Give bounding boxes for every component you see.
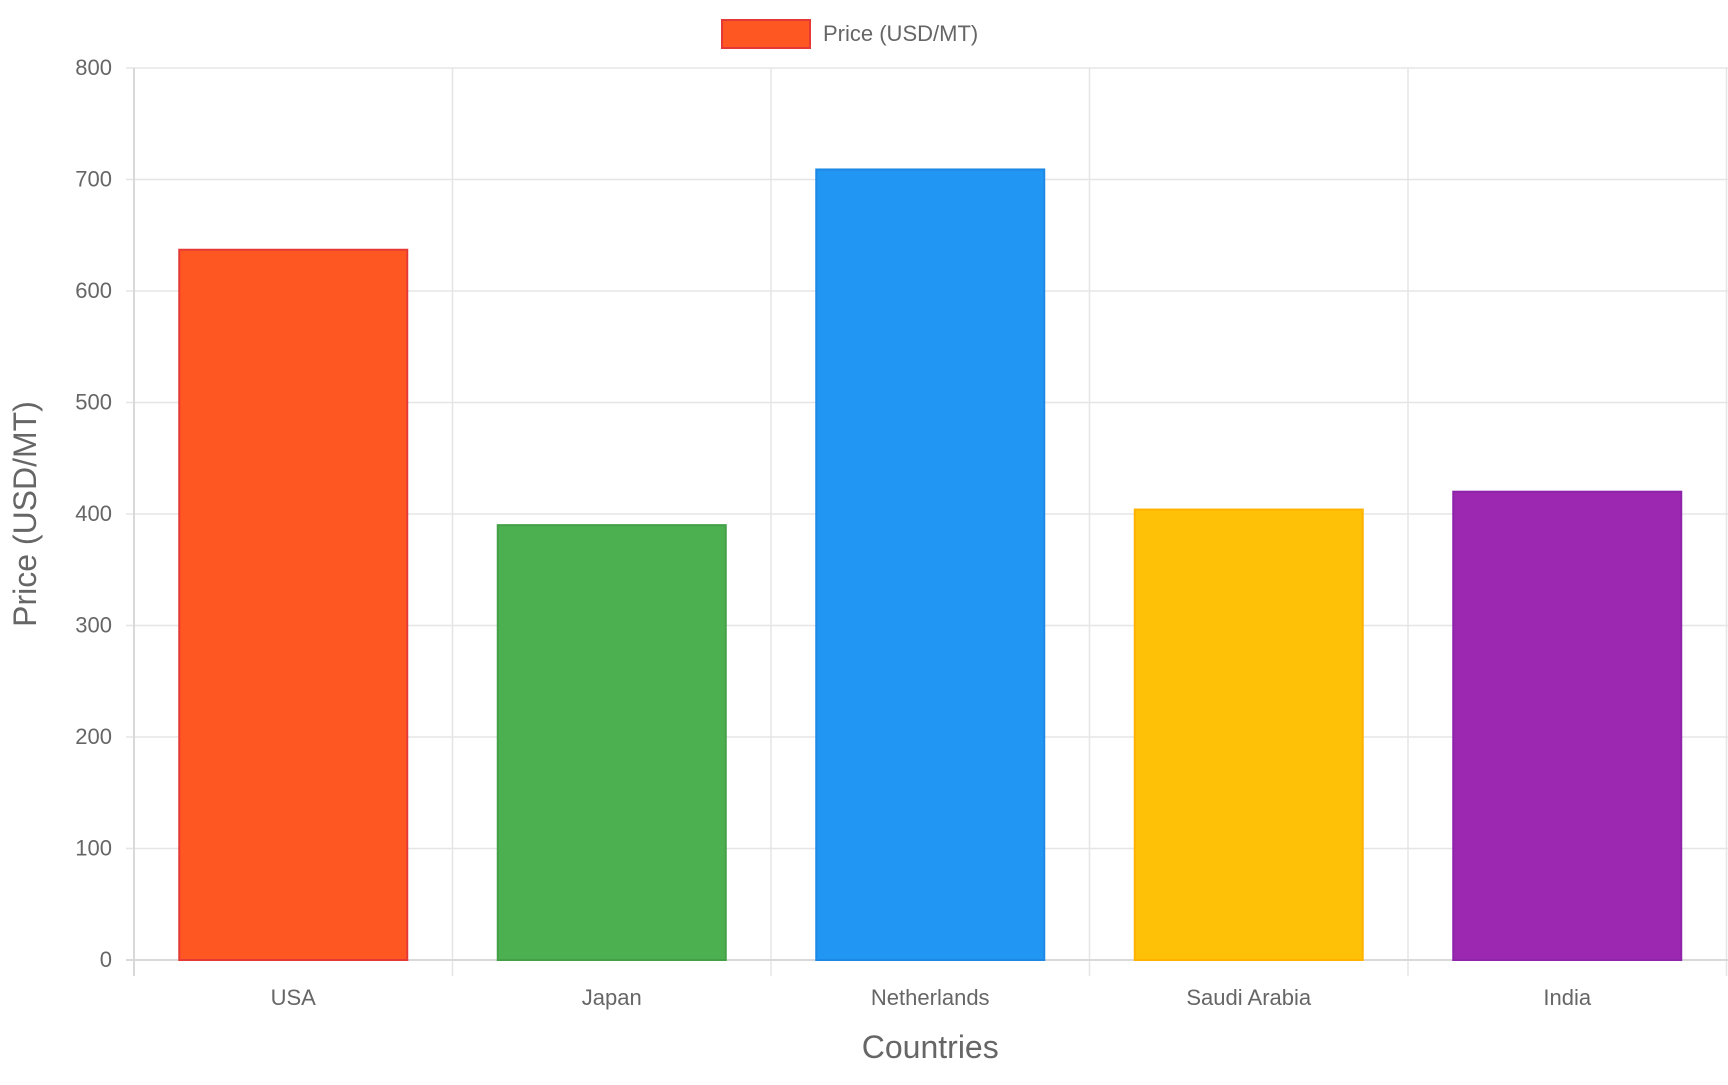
legend-swatch[interactable] xyxy=(721,19,811,49)
y-tick-label: 400 xyxy=(75,501,112,526)
bars xyxy=(178,168,1683,962)
y-tick-label: 800 xyxy=(75,55,112,80)
bar-netherlands[interactable] xyxy=(815,168,1046,961)
x-tick-label: Saudi Arabia xyxy=(1186,985,1312,1010)
legend[interactable]: Price (USD/MT) xyxy=(721,19,978,49)
x-axis-title: Countries xyxy=(862,1029,999,1065)
y-tick-label: 100 xyxy=(75,836,112,861)
bar-saudi-arabia[interactable] xyxy=(1133,508,1364,961)
x-tick-label: India xyxy=(1543,985,1591,1010)
x-tick-label: Japan xyxy=(582,985,642,1010)
legend-label[interactable]: Price (USD/MT) xyxy=(823,21,978,46)
bar-india[interactable] xyxy=(1452,490,1683,961)
y-tick-label: 700 xyxy=(75,167,112,192)
x-tick-label: USA xyxy=(271,985,317,1010)
x-tick-label: Netherlands xyxy=(871,985,990,1010)
y-axis-title: Price (USD/MT) xyxy=(7,401,43,627)
bar-usa[interactable] xyxy=(178,248,409,961)
y-tick-label: 500 xyxy=(75,390,112,415)
y-tick-label: 300 xyxy=(75,613,112,638)
y-tick-label: 0 xyxy=(100,947,112,972)
y-tick-label: 600 xyxy=(75,278,112,303)
y-tick-label: 200 xyxy=(75,724,112,749)
bar-japan[interactable] xyxy=(496,524,727,962)
tick-labels: 0 100 200 300 400 500 600 700 800 USA Japan Netherl… xyxy=(75,55,1592,1010)
